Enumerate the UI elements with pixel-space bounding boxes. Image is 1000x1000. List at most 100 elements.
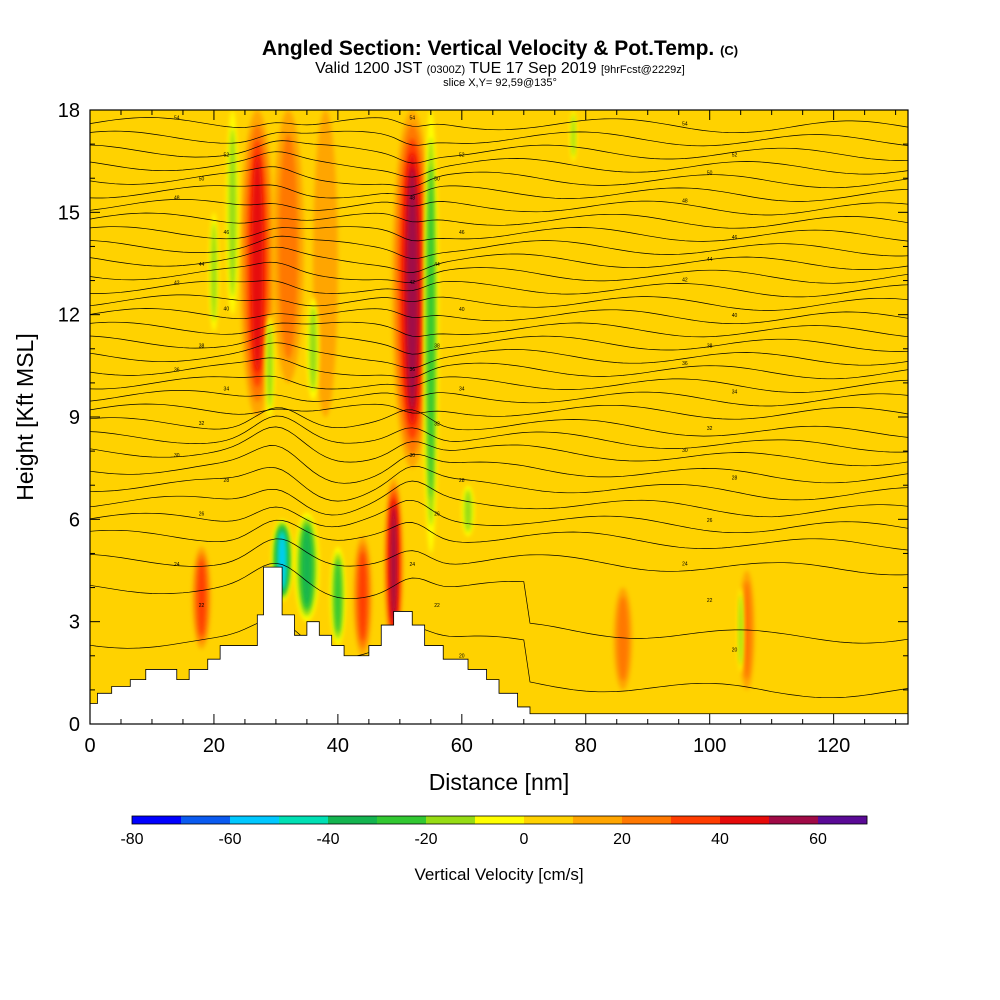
theta-contour-line bbox=[90, 166, 908, 189]
y-tick-label: 3 bbox=[69, 612, 80, 634]
theta-contour-label: 20 bbox=[459, 653, 465, 659]
theta-contour-label: 48 bbox=[174, 196, 180, 202]
colorbar-frame bbox=[131, 815, 868, 825]
theta-contour-30: 24 24 24 bbox=[90, 538, 908, 576]
colorbar-tick-label: 60 bbox=[809, 831, 827, 848]
velocity-background bbox=[90, 110, 908, 724]
theta-contour-9 bbox=[90, 235, 908, 259]
terrain bbox=[90, 566, 908, 724]
colorbar-swatch bbox=[426, 816, 476, 824]
theta-contour-label: 28 bbox=[459, 478, 465, 484]
downdraft-8 bbox=[265, 314, 275, 418]
theta-contour-15 bbox=[90, 321, 908, 338]
colorbar-tick-label: -60 bbox=[218, 831, 241, 848]
theta-contour-line bbox=[90, 235, 908, 259]
theta-contour-line bbox=[90, 342, 908, 369]
theta-contour-label: 30 bbox=[682, 448, 688, 454]
theta-contour-4: 50 50 50 bbox=[90, 166, 908, 189]
theta-contour-line bbox=[90, 357, 908, 380]
updraft-0-level-45 bbox=[251, 155, 264, 372]
x-tick-label: 100 bbox=[693, 735, 726, 757]
theta-contour-line bbox=[90, 294, 908, 311]
theta-contour-line bbox=[90, 426, 908, 467]
colorbar-swatch bbox=[279, 816, 329, 824]
theta-contour-27 bbox=[90, 480, 908, 518]
downdraft-8-level--15 bbox=[266, 323, 273, 409]
velocity-field bbox=[192, 110, 755, 690]
theta-contour-24: 30 30 30 bbox=[90, 426, 908, 467]
theta-contour-2: 52 52 52 bbox=[90, 140, 908, 164]
updraft-3-level-55 bbox=[390, 505, 397, 622]
downdraft-10 bbox=[570, 110, 577, 162]
theta-contour-label: 50 bbox=[707, 170, 713, 176]
theta-contour-6: 48 48 48 bbox=[90, 196, 908, 216]
colorbar-swatch bbox=[769, 816, 819, 824]
theta-contour-label: 32 bbox=[707, 426, 713, 432]
x-tick-label: 120 bbox=[817, 735, 850, 757]
theta-contour-12: 42 42 42 bbox=[90, 278, 908, 298]
theta-contour-label: 32 bbox=[434, 421, 440, 427]
downdraft-6-level--15 bbox=[309, 306, 317, 392]
theta-contour-label: 50 bbox=[199, 177, 205, 183]
x-axis: 0 20 40 60 80 100 120 bbox=[84, 110, 897, 757]
theta-contour-line bbox=[90, 246, 908, 273]
theta-contour-line bbox=[90, 280, 908, 298]
colorbar-tick-label: -20 bbox=[414, 831, 437, 848]
theta-contour-label: 46 bbox=[732, 235, 738, 241]
downdraft-6 bbox=[306, 297, 320, 400]
updraft-4 bbox=[192, 546, 211, 649]
theta-contour-line bbox=[90, 151, 908, 178]
theta-contour-label: 24 bbox=[682, 562, 688, 568]
theta-contour-label: 26 bbox=[199, 511, 205, 517]
theta-contour-label: 46 bbox=[459, 230, 465, 236]
theta-contour-label: 36 bbox=[682, 361, 688, 367]
y-tick-label: 6 bbox=[69, 509, 80, 531]
colorbar-swatch bbox=[328, 816, 378, 824]
theta-contour-line bbox=[90, 308, 908, 325]
theta-contour-29 bbox=[90, 519, 908, 551]
theta-contour-line bbox=[90, 538, 908, 576]
theta-contour-31: 22 22 22 bbox=[90, 562, 908, 644]
theta-contour-line bbox=[90, 619, 908, 699]
theta-contour-label: 20 bbox=[732, 648, 738, 654]
theta-contour-line bbox=[90, 480, 908, 518]
theta-contour-line bbox=[90, 226, 908, 242]
y-axis-label: Height [Kft MSL] bbox=[12, 333, 38, 500]
theta-contour-14: 40 40 40 bbox=[90, 307, 908, 325]
theta-contour-label: 38 bbox=[707, 343, 713, 349]
x-tick-label: 60 bbox=[451, 735, 473, 757]
updraft-8 bbox=[313, 110, 338, 417]
theta-contour-line bbox=[90, 375, 908, 393]
colorbar-tick-label: -40 bbox=[316, 831, 339, 848]
colorbar-swatch bbox=[622, 816, 672, 824]
downdraft-4-level--15 bbox=[228, 127, 237, 297]
updraft-6 bbox=[613, 587, 633, 690]
theta-contour-line bbox=[90, 212, 908, 229]
theta-contour-label: 44 bbox=[707, 257, 713, 263]
colorbar-swatch bbox=[475, 816, 525, 824]
theta-contour-17 bbox=[90, 342, 908, 369]
theta-contour-20: 34 34 34 bbox=[90, 387, 908, 407]
colorbar-tick-label: 20 bbox=[613, 831, 631, 848]
theta-contour-18: 36 36 36 bbox=[90, 357, 908, 380]
colorbar-swatch bbox=[573, 816, 623, 824]
downdraft-3 bbox=[423, 110, 439, 554]
theta-contour-label: 26 bbox=[434, 512, 440, 518]
theta-contour-line bbox=[90, 415, 908, 453]
updraft-3 bbox=[384, 478, 403, 649]
theta-contour-26: 28 28 28 bbox=[90, 465, 908, 502]
theta-contour-10: 44 44 44 bbox=[90, 246, 908, 273]
x-axis-label: Distance [nm] bbox=[429, 769, 570, 795]
colorbar-swatch bbox=[818, 816, 868, 824]
downdraft-7 bbox=[461, 485, 475, 537]
updraft-6-level-25 bbox=[617, 596, 629, 682]
theta-contour-0: 54 54 54 bbox=[90, 115, 908, 134]
downdraft-3-level--25 bbox=[427, 165, 435, 499]
updraft-5 bbox=[353, 536, 372, 656]
theta-contour-label: 48 bbox=[409, 196, 415, 202]
theta-contour-label: 52 bbox=[224, 152, 230, 158]
chart-title: Angled Section: Vertical Velocity & Pot.… bbox=[0, 37, 1000, 61]
theta-contour-label: 34 bbox=[732, 390, 738, 396]
theta-contour-label: 22 bbox=[707, 598, 713, 604]
